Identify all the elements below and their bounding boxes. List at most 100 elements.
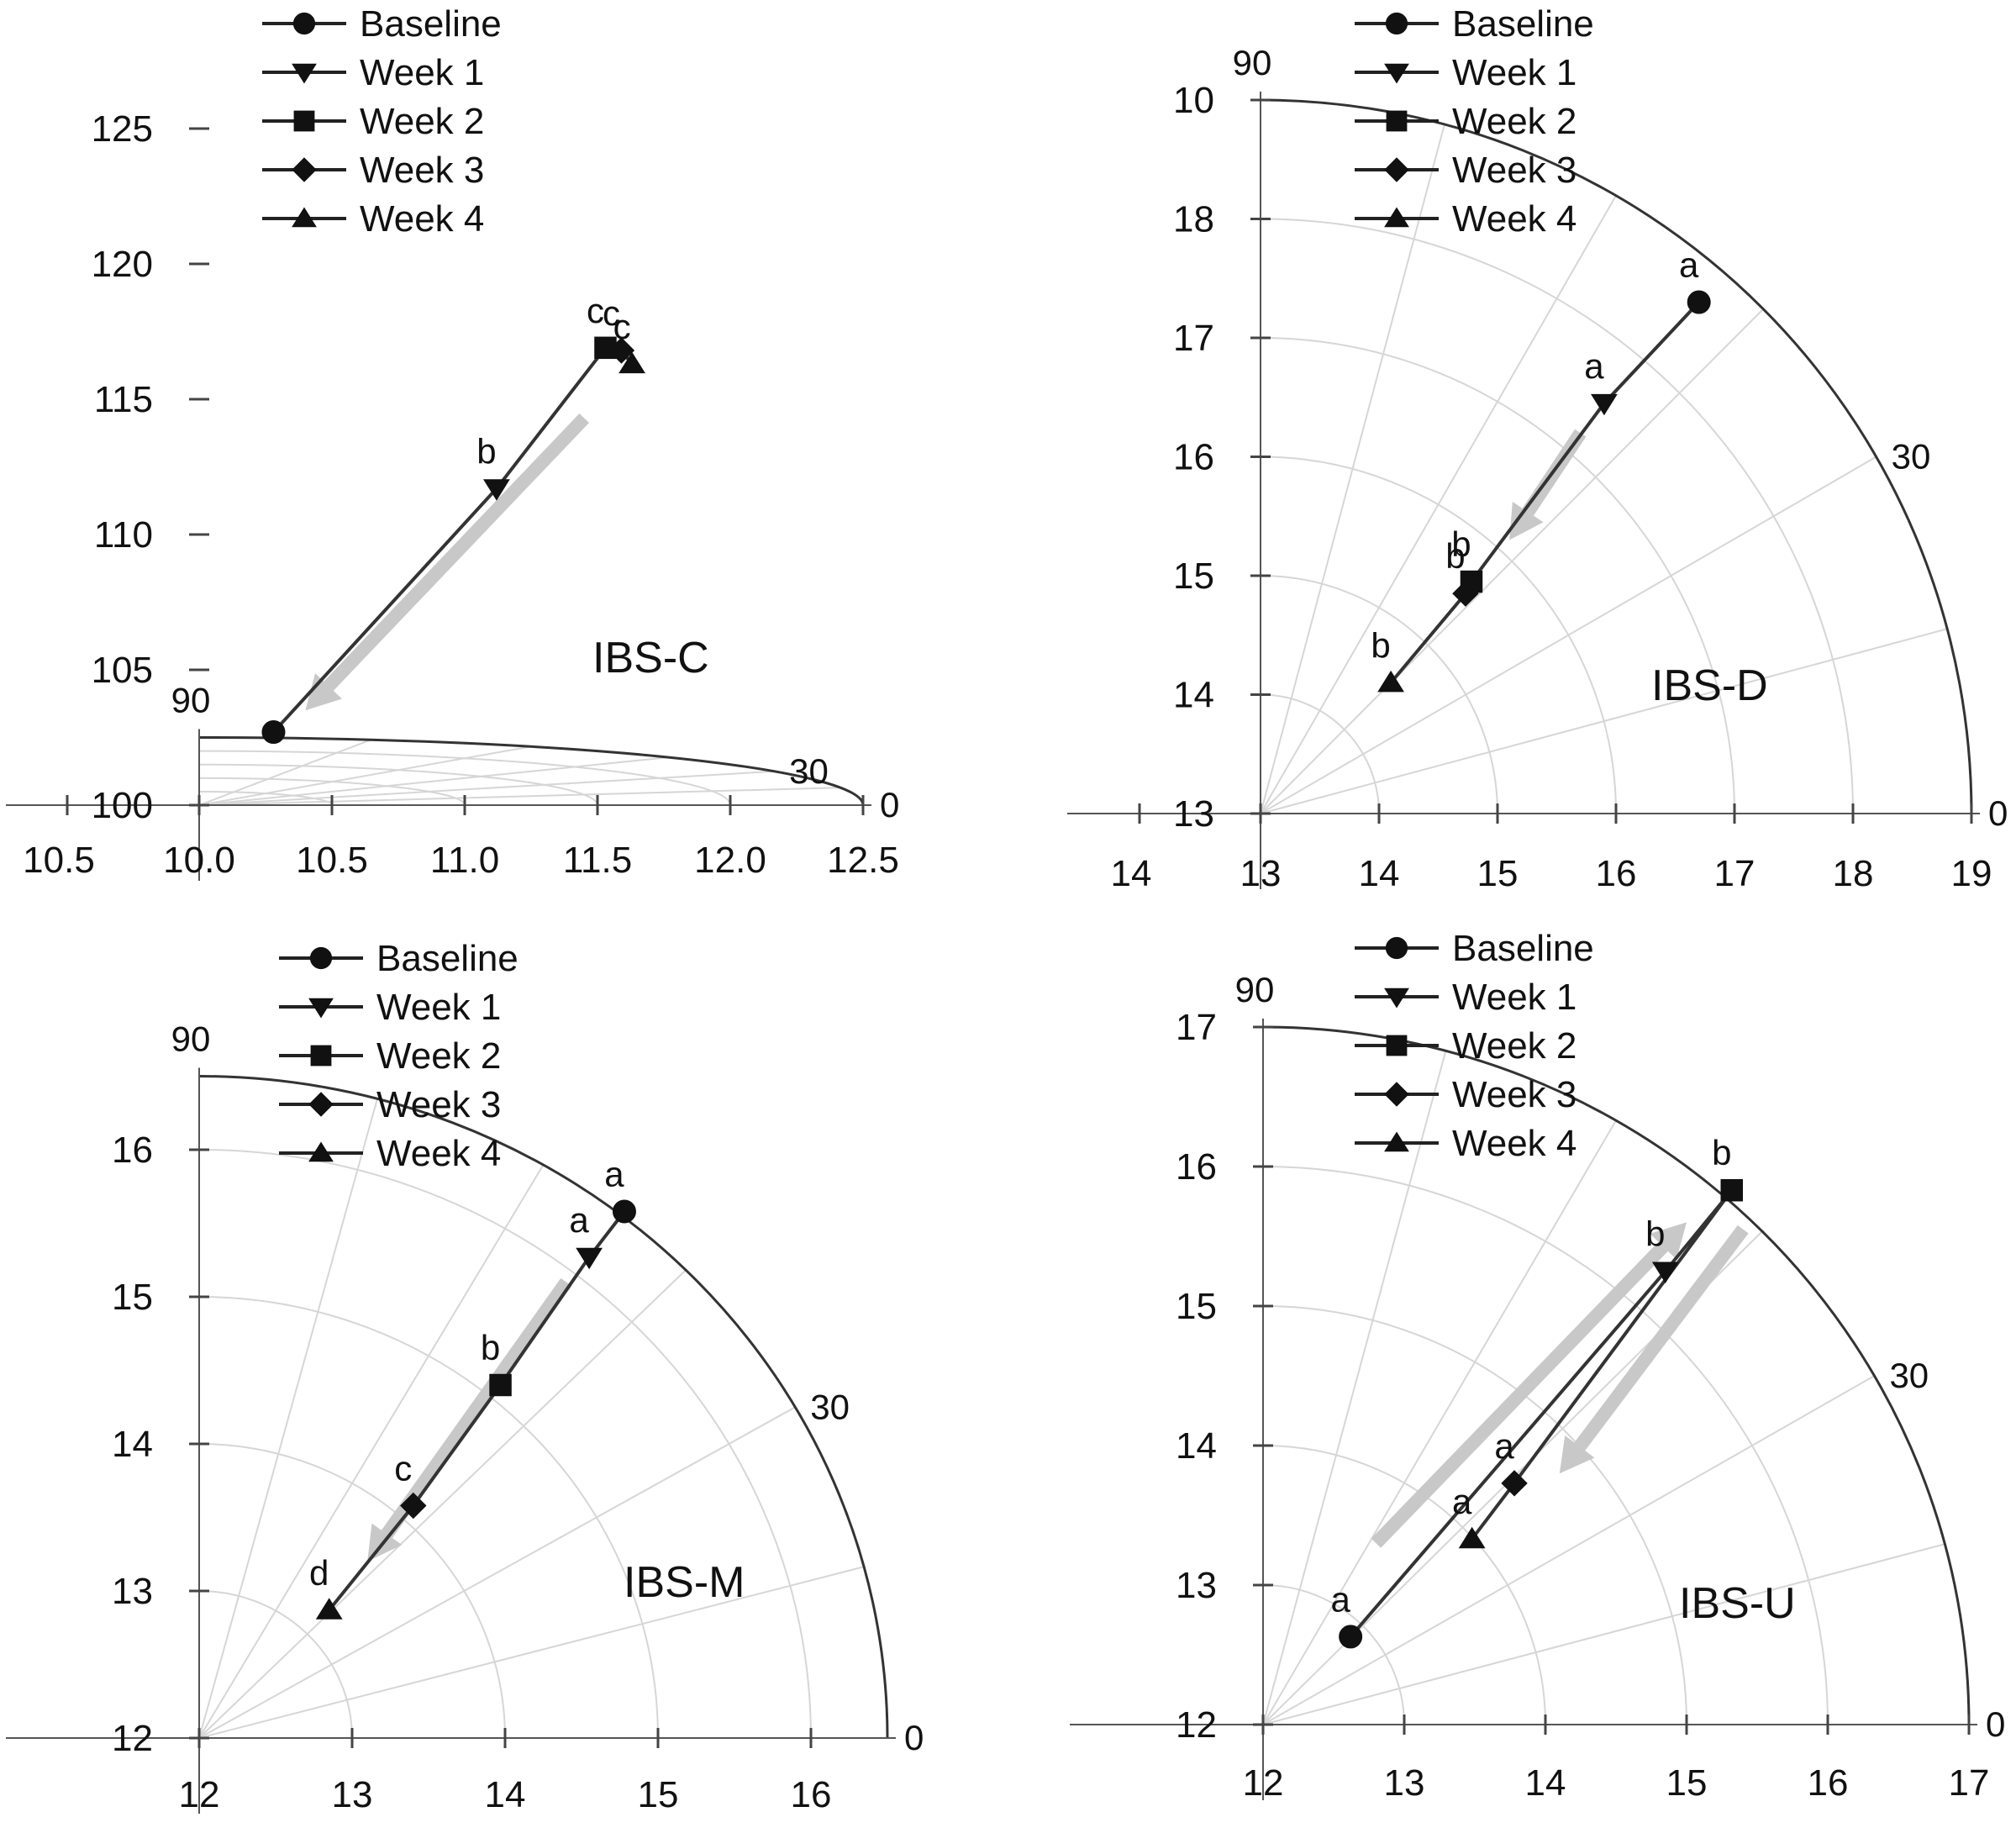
marker-week-1 [576, 1247, 603, 1270]
angle-label-0: 0 [880, 785, 899, 824]
x-tick-label: 14 [1525, 1762, 1566, 1804]
grid-spoke [198, 787, 841, 806]
point-label: a [1330, 1579, 1350, 1619]
legend-marker-week-3 [1384, 157, 1409, 182]
y-tick-label: 16 [112, 1130, 153, 1171]
legend-marker-week-1 [292, 63, 317, 84]
legend-entry: Baseline [1452, 928, 1594, 969]
trend-arrow [381, 1277, 572, 1539]
trend-arrow [1371, 1241, 1668, 1548]
angle-label-30: 30 [789, 751, 829, 791]
angle-label-30: 30 [1889, 1356, 1929, 1395]
trend-arrow-head [1559, 1435, 1595, 1474]
legend-entry: Week 2 [376, 1035, 501, 1077]
y-tick-label: 100 [92, 785, 153, 826]
y-tick-label: 105 [92, 650, 153, 691]
y-tick-label: 16 [1176, 1146, 1217, 1188]
legend-marker-week-2 [310, 1045, 332, 1067]
legend-marker-baseline [309, 946, 333, 970]
point-label: b [1645, 1214, 1665, 1254]
grid-spoke [198, 770, 775, 806]
legend-entry: Baseline [1452, 3, 1594, 45]
marker-baseline [261, 720, 286, 745]
x-tick-label: 16 [791, 1774, 832, 1815]
legend-entry: Baseline [376, 938, 518, 979]
point-label: b [476, 431, 496, 471]
x-tick-label: 15 [1666, 1762, 1708, 1804]
x-tick-label: 14 [1359, 853, 1400, 894]
grid-spoke [198, 756, 669, 806]
y-tick-label: 15 [1173, 556, 1214, 597]
outer-arc [198, 1075, 889, 1739]
panel-title: IBS-C [592, 634, 709, 682]
x-tick-label: 12.0 [694, 840, 766, 881]
point-label: a [604, 1155, 624, 1194]
panel-ibs-u: 12 13 14 15 16 1712131415161790300IBS-UabbaaB… [1070, 928, 2005, 1804]
angle-label-0: 0 [904, 1718, 924, 1757]
grid-spoke [198, 1164, 545, 1739]
grid-spoke [1260, 195, 1617, 814]
x-tick-label-left: 10.5 [23, 840, 95, 881]
y-tick-label: 14 [1176, 1425, 1217, 1467]
y-tick-label: 17 [1176, 1007, 1217, 1048]
legend-entry: Week 1 [1452, 977, 1576, 1018]
grid-spoke [198, 739, 371, 806]
marker-week-1 [1590, 393, 1618, 416]
grid-spoke [1262, 1051, 1447, 1725]
legend-entry: Baseline [360, 3, 502, 45]
legend-entry: Week 4 [1452, 1123, 1576, 1164]
point-label: c [613, 307, 631, 346]
marker-week-4 [1377, 670, 1405, 693]
trend-arrow-head [305, 673, 342, 711]
x-tick-label: 13 [332, 1774, 373, 1815]
trend-arrow [324, 413, 589, 691]
marker-baseline [1687, 290, 1711, 314]
x-tick-label: 10.5 [296, 840, 368, 881]
point-label: b [1371, 625, 1390, 665]
grid-spoke [1260, 628, 1948, 814]
y-tick-label: 12 [112, 1718, 153, 1759]
panel-title: IBS-U [1679, 1579, 1796, 1628]
x-tick-label: 15 [638, 1774, 679, 1815]
outer-arc [198, 736, 865, 806]
x-tick-label: 19 [1951, 853, 1992, 894]
angle-label-90: 90 [171, 681, 211, 720]
angle-label-0: 0 [1988, 793, 2008, 833]
angle-label-30: 30 [810, 1387, 850, 1426]
legend-marker-week-2 [1386, 1035, 1408, 1056]
marker-week-1 [483, 479, 510, 501]
x-tick-label: 10.0 [163, 840, 235, 881]
marker-week-2 [489, 1373, 512, 1397]
angle-label-90: 90 [171, 1019, 211, 1059]
legend-marker-week-4 [1384, 1131, 1409, 1152]
marker-week-3 [1501, 1470, 1528, 1497]
x-tick-label: 14 [485, 1774, 526, 1815]
panel-ibs-d: 13 14 15 16 17 18 19 14 13 14 15 16 17 18 10 90 30 0 IBS-D… [1067, 3, 2008, 894]
x-tick-label: 17 [1949, 1762, 1990, 1804]
point-label: c [603, 293, 620, 333]
point-label: b [1451, 524, 1471, 564]
legend-marker-week-3 [1384, 1082, 1409, 1107]
x-tick-label: 12 [1243, 1762, 1284, 1804]
legend-entry: Week 1 [1452, 52, 1576, 93]
legend-entry: Week 4 [360, 198, 484, 240]
x-tick-label: 18 [1833, 853, 1874, 894]
y-tick-label: 18 [1173, 199, 1214, 240]
marker-baseline [612, 1199, 636, 1224]
angle-label-0: 0 [1986, 1704, 2005, 1744]
y-tick-label: 110 [94, 514, 153, 556]
x-tick-label: 16 [1808, 1762, 1849, 1804]
y-tick-label: 17 [1173, 318, 1214, 359]
grid-spoke [1260, 124, 1445, 814]
angle-label-30: 30 [1892, 437, 1931, 477]
legend-marker-week-4 [1384, 207, 1409, 228]
y-tick-label: 13 [1173, 793, 1214, 835]
legend-marker-baseline [1385, 12, 1408, 35]
marker-week-4 [618, 351, 645, 374]
point-label: c [394, 1449, 412, 1488]
marker-week-3 [1452, 580, 1479, 607]
marker-baseline [1339, 1625, 1363, 1649]
y-tick-label: 12 [1176, 1704, 1217, 1746]
legend-marker-week-3 [292, 157, 317, 182]
